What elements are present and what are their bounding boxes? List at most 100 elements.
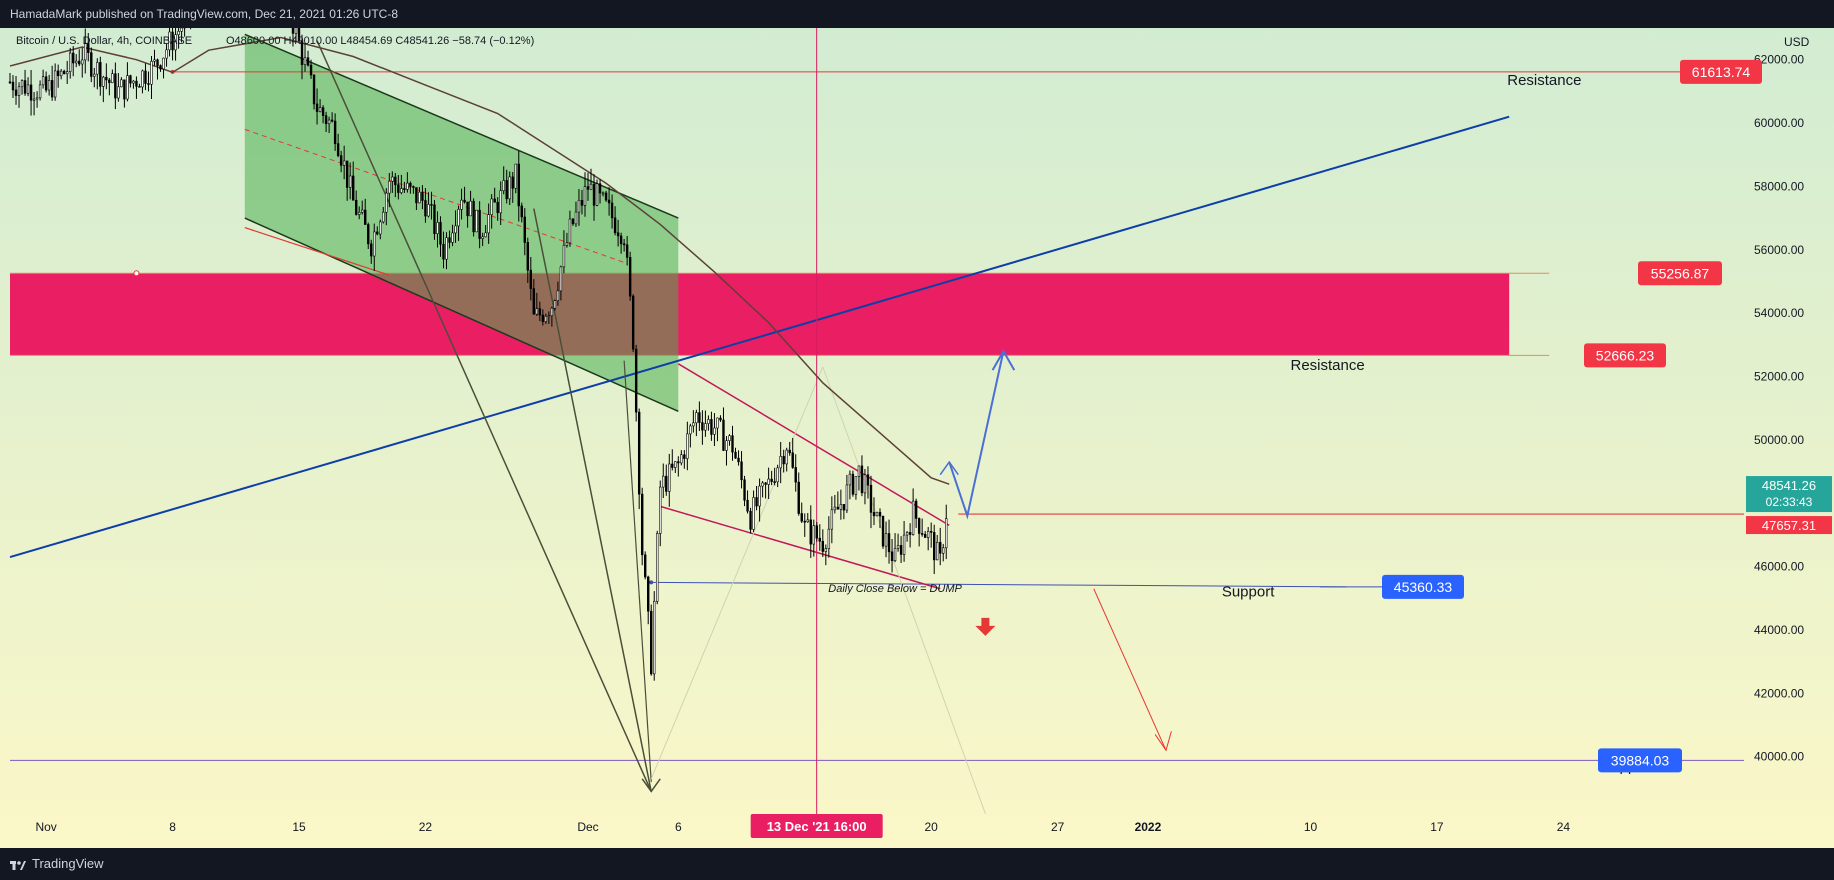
candle-body[interactable] [379, 221, 382, 235]
candle-body[interactable] [863, 474, 867, 494]
candle-body[interactable] [354, 199, 358, 215]
candle-body[interactable] [936, 541, 939, 561]
candle-body[interactable] [619, 235, 623, 245]
candle-body[interactable] [923, 533, 927, 538]
candle-body[interactable] [102, 76, 105, 87]
candle-body[interactable] [806, 519, 809, 523]
candle-body[interactable] [93, 73, 96, 77]
candle-body[interactable] [523, 216, 526, 243]
candle-body[interactable] [105, 76, 108, 81]
candle-body[interactable] [433, 204, 436, 235]
candle-body[interactable] [622, 243, 626, 246]
candle-body[interactable] [878, 511, 882, 517]
candle-body[interactable] [550, 307, 554, 317]
candle-body[interactable] [367, 224, 370, 245]
candle-body[interactable] [72, 52, 75, 64]
candle-body[interactable] [318, 107, 322, 112]
candle-body[interactable] [484, 232, 487, 238]
candle-body[interactable] [902, 534, 906, 555]
candle-body[interactable] [547, 315, 551, 318]
candle-body[interactable] [875, 511, 879, 517]
candle-body[interactable] [53, 70, 57, 98]
candle-body[interactable] [508, 176, 511, 200]
support-line-45360[interactable] [651, 581, 1347, 588]
candle-body[interactable] [361, 209, 364, 213]
candle-body[interactable] [598, 183, 602, 194]
candle-body[interactable] [908, 532, 912, 535]
candle-body[interactable] [330, 119, 334, 122]
candle-body[interactable] [168, 31, 171, 51]
candle-body[interactable] [604, 192, 608, 201]
candle-body[interactable] [647, 576, 650, 612]
channel-upper-line[interactable] [244, 33, 679, 219]
candle-body[interactable] [683, 454, 686, 459]
candle-body[interactable] [415, 187, 418, 204]
candle-body[interactable] [499, 190, 502, 214]
candle-body[interactable] [297, 28, 301, 41]
candle-body[interactable] [595, 183, 599, 206]
candle-body[interactable] [890, 551, 894, 562]
candle-body[interactable] [138, 86, 141, 88]
candle-body[interactable] [538, 308, 542, 316]
candle-body[interactable] [159, 65, 162, 70]
candle-body[interactable] [785, 449, 788, 465]
candle-body[interactable] [333, 120, 337, 144]
candle-body[interactable] [749, 510, 752, 530]
candle-body[interactable] [601, 192, 605, 195]
candle-body[interactable] [761, 482, 764, 487]
candle-body[interactable] [475, 209, 478, 233]
candle-body[interactable] [376, 231, 379, 235]
candle-body[interactable] [860, 465, 864, 494]
candle-body[interactable] [659, 486, 662, 534]
candle-body[interactable] [815, 525, 818, 539]
candle-body[interactable] [364, 209, 367, 225]
candle-body[interactable] [634, 348, 638, 413]
candle-body[interactable] [592, 183, 596, 206]
candle-body[interactable] [312, 74, 316, 105]
candle-body[interactable] [686, 433, 689, 459]
candle-body[interactable] [698, 412, 701, 423]
candle-body[interactable] [671, 463, 674, 468]
candle-body[interactable] [62, 70, 66, 75]
candle-body[interactable] [81, 59, 84, 65]
candle-body[interactable] [370, 243, 373, 257]
candle-body[interactable] [556, 290, 560, 301]
candle-body[interactable] [631, 295, 635, 350]
candle-body[interactable] [358, 211, 361, 215]
candle-body[interactable] [180, 28, 183, 32]
candle-body[interactable] [893, 547, 897, 562]
candle-body[interactable] [574, 211, 578, 225]
candle-body[interactable] [650, 610, 653, 675]
descending-channel[interactable] [244, 34, 679, 412]
candle-body[interactable] [439, 222, 442, 245]
candle-body[interactable] [8, 81, 12, 84]
candle-body[interactable] [400, 188, 403, 193]
candle-body[interactable] [150, 61, 153, 85]
candle-body[interactable] [529, 269, 533, 289]
candle-body[interactable] [38, 84, 42, 99]
candle-body[interactable] [99, 62, 102, 87]
candle-body[interactable] [111, 73, 114, 84]
candle-body[interactable] [779, 456, 782, 469]
candle-body[interactable] [716, 417, 719, 429]
candle-body[interactable] [315, 103, 319, 112]
candle-body[interactable] [345, 160, 349, 188]
candle-body[interactable] [794, 467, 797, 483]
candle-body[interactable] [177, 30, 180, 35]
candle-body[interactable] [625, 244, 629, 258]
candle-body[interactable] [327, 119, 331, 125]
candle-body[interactable] [300, 40, 304, 65]
candle-body[interactable] [303, 57, 307, 65]
candle-body[interactable] [797, 481, 800, 514]
candle-body[interactable] [562, 245, 566, 268]
candle-body[interactable] [20, 80, 24, 88]
candle-body[interactable] [454, 225, 457, 234]
candle-body[interactable] [427, 204, 430, 217]
candle-body[interactable] [90, 52, 93, 77]
candle-body[interactable] [782, 456, 785, 465]
candle-body[interactable] [451, 232, 454, 243]
candle-body[interactable] [833, 506, 837, 511]
candle-body[interactable] [653, 600, 656, 675]
candle-body[interactable] [565, 242, 569, 246]
candle-body[interactable] [942, 547, 945, 554]
